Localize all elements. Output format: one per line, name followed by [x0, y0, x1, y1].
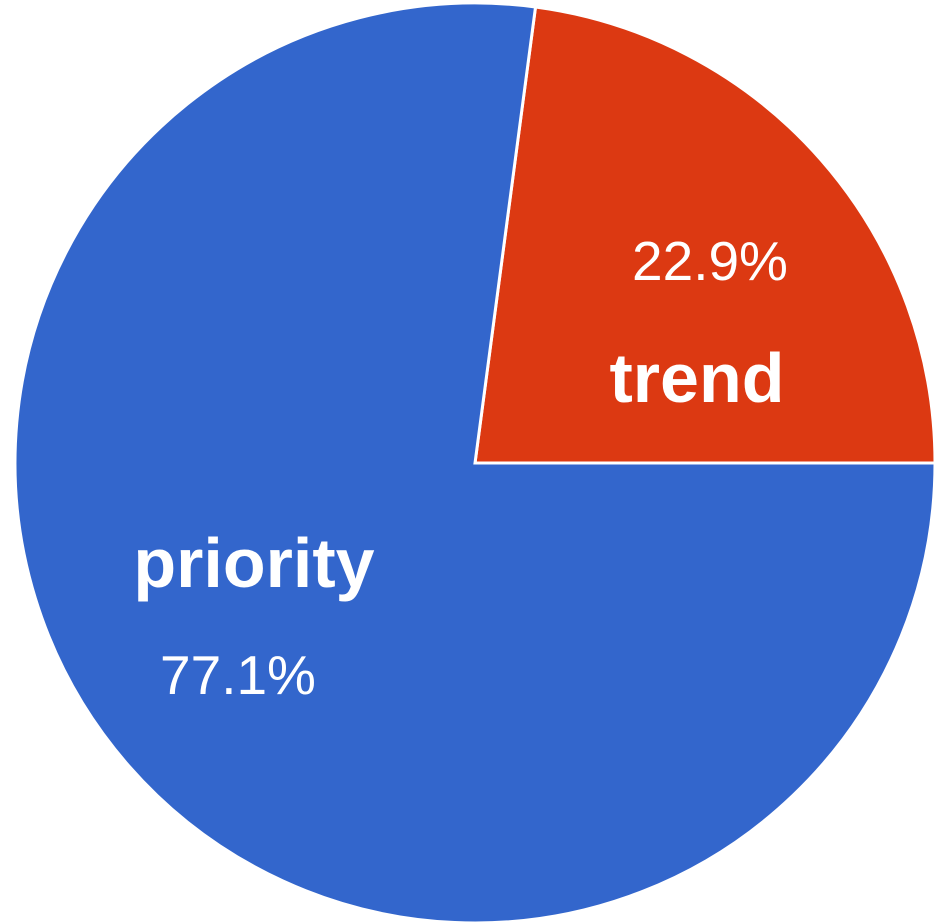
slice-value-priority: 77.1%: [160, 644, 316, 706]
slice-value-trend: 22.9%: [632, 230, 788, 292]
slice-label-trend: trend: [610, 339, 785, 417]
slice-label-priority: priority: [133, 524, 374, 602]
pie-slice-priority: [13, 1, 937, 924]
pie-slice-trend: [473, 5, 937, 465]
pie-slices: [13, 1, 937, 924]
